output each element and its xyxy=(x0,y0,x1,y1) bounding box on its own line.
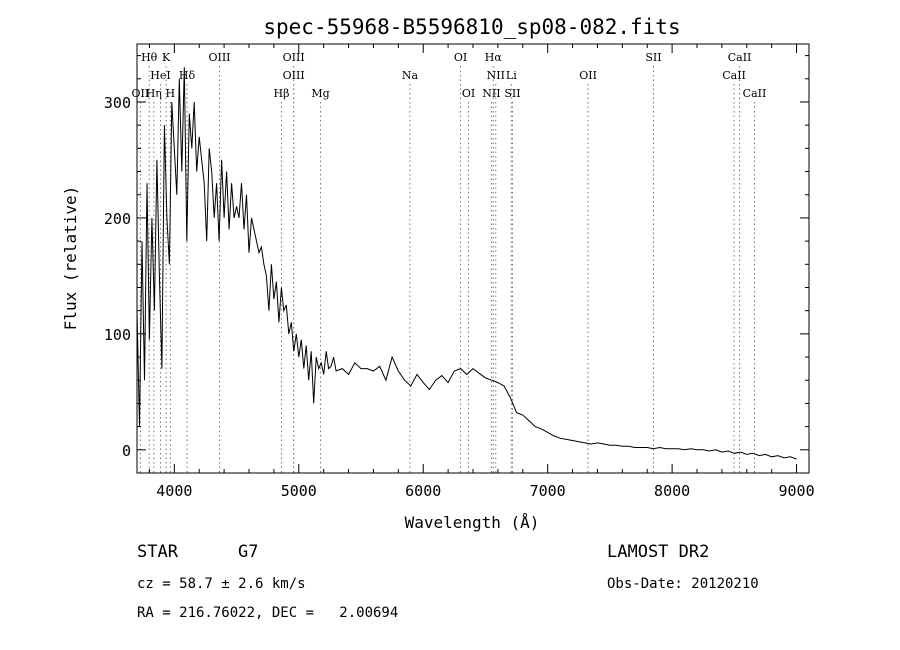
y-tick-label: 0 xyxy=(122,442,131,460)
coordinates: RA = 216.76022, DEC = 2.00694 xyxy=(137,605,399,621)
x-tick-label: 4000 xyxy=(156,482,192,500)
y-tick-label: 300 xyxy=(104,94,131,112)
object-class: STAR xyxy=(137,542,178,562)
spectral-line-label: Hβ xyxy=(274,87,290,100)
spectral-line-label: CaII xyxy=(722,69,746,82)
spectral-line-label: OII xyxy=(579,69,597,82)
spectral-line-label: CaII xyxy=(728,51,752,64)
spectral-line-label: Hα xyxy=(485,51,503,64)
x-tick-label: 6000 xyxy=(405,482,441,500)
spectral-line-label: OIII xyxy=(208,51,230,64)
series-group xyxy=(136,67,797,460)
spectral-line-label: NII xyxy=(487,69,505,82)
x-tick-label: 5000 xyxy=(281,482,317,500)
spectral-line-label: K xyxy=(162,51,171,64)
spectral-line-label: NII xyxy=(482,87,500,100)
spectral-line-label: CaII xyxy=(743,87,767,100)
spectral-line-label: OI xyxy=(454,51,467,64)
x-axis-label: Wavelength (Å) xyxy=(405,513,540,532)
spectral-line-label: HeI xyxy=(150,69,170,82)
y-tick-label: 100 xyxy=(104,326,131,344)
spectral-line-label: Hδ xyxy=(179,69,196,82)
survey-name: LAMOST DR2 xyxy=(607,542,710,562)
x-tick-label: 8000 xyxy=(654,482,690,500)
y-tick-label: 200 xyxy=(104,210,131,228)
x-tick-label: 9000 xyxy=(778,482,814,500)
spectral-line-label: OIII xyxy=(283,69,305,82)
spectral-line-label: SII xyxy=(645,51,661,64)
x-tick-label: 7000 xyxy=(530,482,566,500)
spectral-line-label: SII xyxy=(504,87,520,100)
spectral-line-label: Hθ xyxy=(141,51,158,64)
spectral-line-label: Na xyxy=(402,69,419,82)
spectral-line-label: H xyxy=(166,87,176,100)
spectrum-line xyxy=(136,67,797,460)
redshift-cz: cz = 58.7 ± 2.6 km/s xyxy=(137,576,306,592)
obs-date: Obs-Date: 20120210 xyxy=(607,576,759,592)
subclass: G7 xyxy=(238,542,259,562)
spectral-line-label: OIII xyxy=(283,51,305,64)
spectral-line-label: OII xyxy=(132,87,150,100)
spectral-line-label: Hη xyxy=(146,87,162,100)
axes-group: 4000 5000 6000 7000 8000 9000 0 100 200 300 xyxy=(104,44,815,500)
y-axis-label: Flux (relative) xyxy=(61,186,80,331)
spectral-line-label: Mg xyxy=(311,87,329,100)
chart-title: spec-55968-B5596810_sp08-082.fits xyxy=(263,15,680,39)
plot-frame xyxy=(136,43,810,474)
spectral-line-label: Li xyxy=(506,69,517,82)
spectral-line-label: OI xyxy=(462,87,475,100)
